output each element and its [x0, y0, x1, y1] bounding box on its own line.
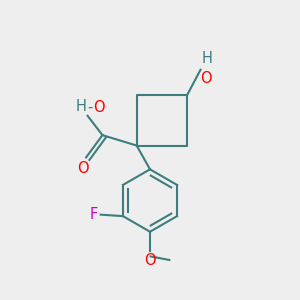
Text: H: H	[202, 51, 213, 66]
Text: O: O	[200, 71, 211, 86]
Text: O: O	[144, 253, 156, 268]
Text: H: H	[75, 99, 86, 114]
Text: -: -	[87, 100, 93, 115]
Text: F: F	[90, 207, 98, 222]
Text: O: O	[93, 100, 105, 115]
Text: O: O	[77, 161, 88, 176]
